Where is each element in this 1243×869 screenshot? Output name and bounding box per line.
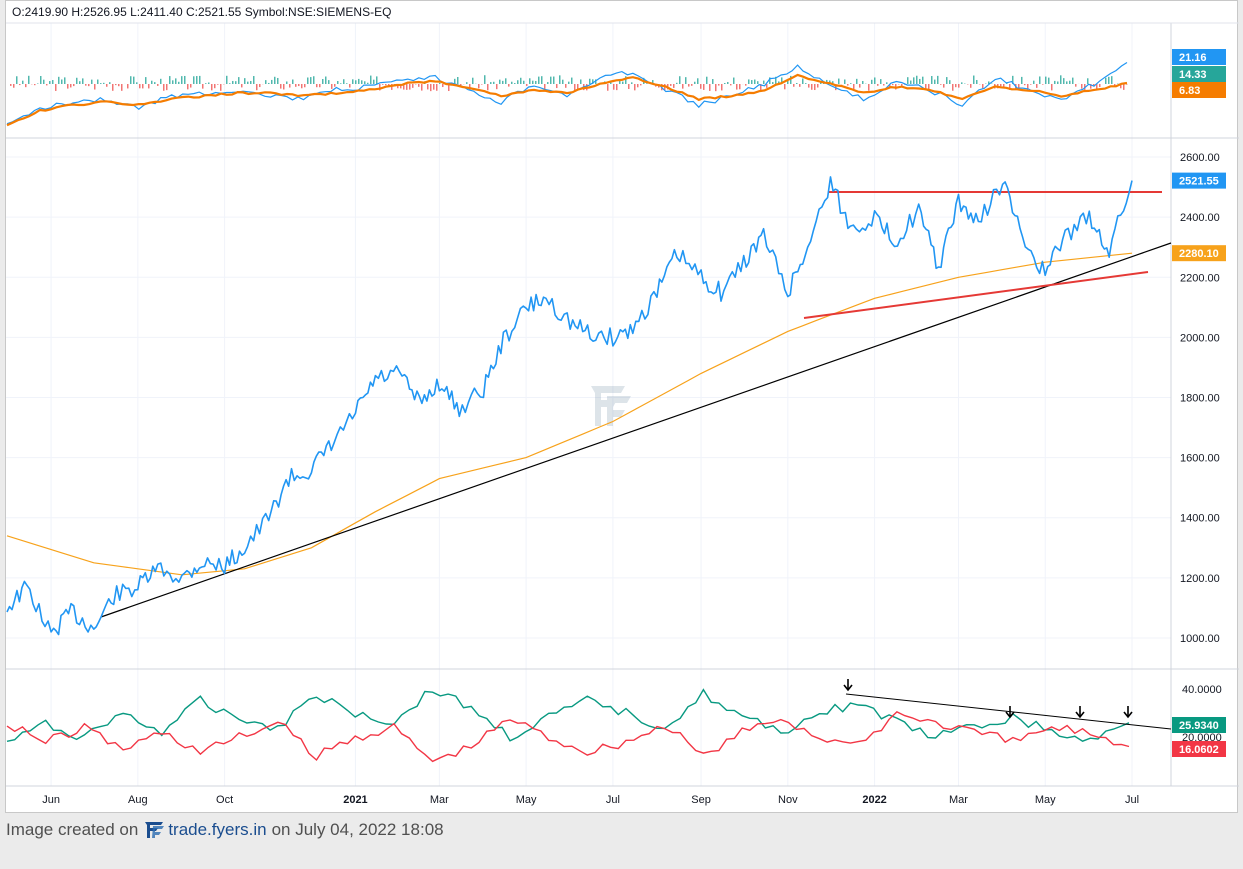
chart-frame[interactable]: 1000.00 1200.00 1400.00 1600.00 1800.00 2000.… <box>5 0 1239 814</box>
date-axis-tick: 2022 <box>862 794 886 806</box>
date-axis-tick: May <box>516 794 537 806</box>
price-axis-tick: 2200.00 <box>1180 272 1220 284</box>
di-plus-line <box>6 688 1130 742</box>
arrow-down-icon <box>843 679 853 692</box>
date-axis-tick: Jul <box>1125 794 1139 806</box>
date-axis-tick: Mar <box>949 794 968 806</box>
price-line <box>6 176 1133 636</box>
oscillator-slow-line <box>6 73 1128 127</box>
ma-price-tag-bg <box>1172 245 1226 262</box>
date-axis-tick: Mar <box>430 794 449 806</box>
open-value: O:2419.90 <box>12 5 69 19</box>
ohlc-legend: O:2419.90 H:2526.95 L:2411.40 C:2521.55 … <box>12 5 391 19</box>
rising-support-line <box>803 271 1149 319</box>
symbol-label: Symbol:NSE:SIEMENS-EQ <box>244 5 392 19</box>
fyers-logo-icon <box>145 822 165 838</box>
moving-average-line <box>6 252 1133 576</box>
footer: Image created on trade.fyers.in on July … <box>6 820 444 840</box>
arrow-down-icon <box>1005 706 1015 719</box>
date-axis-tick: May <box>1035 794 1056 806</box>
date-axis-tick: 2021 <box>343 794 367 806</box>
oscillator-histogram <box>10 75 1128 92</box>
arrow-down-icon <box>1123 706 1133 719</box>
price-axis-tick: 1400.00 <box>1180 513 1220 525</box>
high-value: H:2526.95 <box>71 5 127 19</box>
date-axis-tick: Oct <box>216 794 233 806</box>
price-axis-tick: 1200.00 <box>1180 573 1220 585</box>
chart-canvas[interactable]: 1000.00 1200.00 1400.00 1600.00 1800.00 2000.… <box>6 1 1239 814</box>
price-axis-tick: 2600.00 <box>1180 152 1220 164</box>
price-axis-tick: 1000.00 <box>1180 633 1220 645</box>
low-value: L:2411.40 <box>130 5 183 19</box>
date-axis-tick: Nov <box>778 794 798 806</box>
footer-prefix: Image created on <box>6 820 139 839</box>
footer-suffix: on July 04, 2022 18:08 <box>271 820 444 839</box>
di-plus-tag-bg <box>1172 717 1226 733</box>
fyers-watermark-icon <box>591 386 631 426</box>
di-minus-line <box>6 711 1130 763</box>
ma-price-tag: 2280.10 <box>1179 248 1219 260</box>
di-axis-tick: 40.0000 <box>1182 684 1222 696</box>
date-axis-tick: Jul <box>606 794 620 806</box>
oscillator-tag-fast: 21.16 <box>1179 52 1207 64</box>
close-value: C:2521.55 <box>185 5 242 19</box>
date-axis-tick: Sep <box>691 794 711 806</box>
price-axis-tick: 2400.00 <box>1180 212 1220 224</box>
grid-lines <box>6 23 1171 786</box>
date-axis-tick: Jun <box>42 794 60 806</box>
price-axis-tick: 1600.00 <box>1180 453 1220 465</box>
arrow-down-icon <box>1075 706 1085 719</box>
di-plus-tag: 25.9340 <box>1179 720 1219 732</box>
di-minus-tag: 16.0602 <box>1179 744 1219 756</box>
di-trendline <box>845 693 1172 730</box>
oscillator-tag-slow-bg <box>1172 82 1226 98</box>
last-price-tag-bg <box>1172 172 1226 189</box>
price-axis-tick: 1800.00 <box>1180 392 1220 404</box>
oscillator-tag-mid: 14.33 <box>1179 69 1207 81</box>
oscillator-tag-mid-bg <box>1172 66 1226 82</box>
last-price-tag: 2521.55 <box>1179 176 1219 188</box>
date-axis-tick: Aug <box>128 794 148 806</box>
brand-link[interactable]: trade.fyers.in <box>143 820 267 840</box>
di-minus-tag-bg <box>1172 741 1226 757</box>
support-trendline <box>100 242 1172 618</box>
price-axis-tick: 2000.00 <box>1180 332 1220 344</box>
oscillator-tag-fast-bg <box>1172 49 1226 65</box>
brand-name: trade.fyers.in <box>168 820 267 839</box>
oscillator-tag-slow: 6.83 <box>1179 85 1200 97</box>
